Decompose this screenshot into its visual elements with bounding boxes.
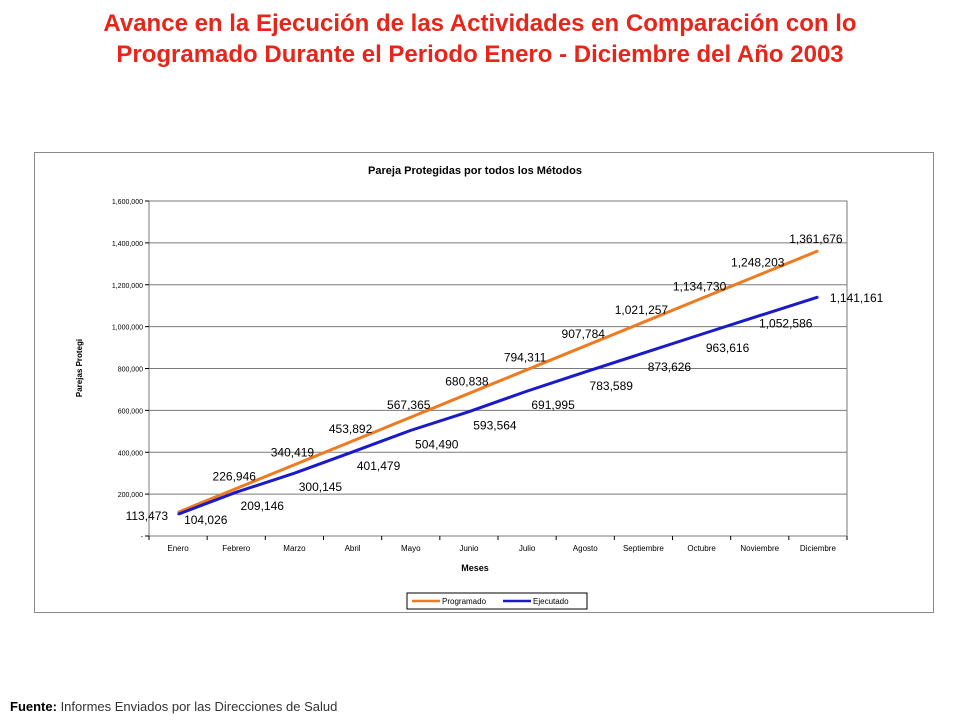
y-tick-label: 200,000	[118, 492, 143, 499]
data-label-ejecutado: 963,616	[706, 341, 750, 355]
legend-box	[406, 592, 588, 610]
data-label-programado: 453,892	[329, 422, 373, 436]
y-tick-label: 800,000	[118, 367, 143, 374]
legend-label-ejecutado: Ejecutado	[533, 597, 569, 606]
data-point-programado	[409, 416, 412, 419]
data-label-programado: 113,473	[126, 509, 169, 523]
data-point-ejecutado	[293, 472, 296, 474]
y-tick-label: 1,600,000	[112, 199, 143, 206]
x-tick-label: Julio	[519, 544, 536, 553]
x-tick-labels: Enero Febrero Marzo Abril Mayo Junio Julio Agos…	[167, 544, 836, 553]
data-label-ejecutado: 691,995	[531, 398, 575, 412]
data-label-ejecutado: 1,141,161	[830, 291, 884, 305]
data-point-programado	[700, 297, 703, 300]
data-point-programado	[468, 392, 470, 395]
y-tick-label: -	[141, 534, 144, 541]
data-label-programado: 340,419	[271, 446, 315, 460]
data-point-ejecutado	[351, 451, 354, 453]
source-label: Fuente:	[10, 699, 57, 714]
chart-frame: Pareja Protegidas por todos los Métodos …	[34, 152, 934, 613]
series-line-ejecutado	[177, 295, 819, 516]
data-point-programado	[526, 368, 528, 371]
series-lines	[177, 249, 819, 516]
line-chart: Pareja Protegidas por todos los Métodos …	[75, 165, 884, 610]
x-tick-label: Agosto	[573, 544, 598, 553]
data-label-ejecutado: 104,026	[184, 513, 228, 527]
grid-lines	[145, 200, 848, 540]
data-label-ejecutado: 593,564	[473, 419, 517, 433]
data-label-programado: 1,248,203	[731, 256, 785, 270]
x-tick-label: Enero	[167, 544, 189, 553]
data-label-programado: 226,946	[213, 469, 257, 483]
data-point-programado	[758, 273, 761, 276]
data-point-ejecutado	[409, 429, 412, 432]
y-axis-label: Parejas Protegi	[75, 339, 84, 397]
chart-title: Pareja Protegidas por todos los Métodos	[368, 165, 582, 177]
data-label-ejecutado: 504,490	[415, 437, 459, 451]
data-point-ejecutado	[642, 352, 645, 354]
data-label-ejecutado: 300,145	[299, 480, 343, 494]
y-tick-label: 1,400,000	[112, 241, 143, 248]
legend: Programado Ejecutado	[406, 592, 588, 610]
x-tick-label: Diciembre	[800, 544, 837, 553]
data-point-programado	[235, 487, 238, 490]
x-tick-label: Abril	[345, 544, 361, 553]
x-tick-label: Marzo	[283, 544, 306, 553]
x-tick-label: Febrero	[222, 544, 251, 553]
data-label-programado: 567,365	[387, 398, 431, 412]
data-point-ejecutado	[177, 513, 179, 516]
slide-title: Avance en la Ejecución de las Actividade…	[20, 8, 940, 70]
data-label-ejecutado: 209,146	[241, 499, 285, 513]
data-point-programado	[817, 250, 819, 252]
data-point-ejecutado	[468, 410, 470, 413]
y-tick-label: 600,000	[118, 408, 143, 415]
data-label-programado: 794,311	[504, 351, 547, 365]
data-point-ejecutado	[817, 296, 819, 298]
x-tick-label: Junio	[459, 544, 479, 553]
data-point-ejecutado	[235, 491, 238, 494]
data-label-programado: 1,361,676	[789, 232, 843, 246]
data-label-programado: 680,838	[445, 374, 489, 388]
slide-title-line2: Programado Durante el Periodo Enero - Di…	[116, 41, 844, 68]
y-tick-labels: - 200,000 400,000 600,000 800,000 1,000,000 1,…	[112, 199, 144, 541]
data-point-ejecutado	[584, 371, 587, 373]
source-text: Informes Enviados por las Direcciones de…	[56, 699, 338, 714]
data-label-programado: 907,784	[562, 327, 606, 341]
data-point-programado	[293, 463, 296, 466]
legend-label-programado: Programado	[442, 597, 487, 606]
x-tick-label: Octubre	[687, 544, 716, 553]
slide-title-line1: Avance en la Ejecución de las Actividade…	[103, 10, 857, 37]
data-point-ejecutado	[758, 314, 761, 317]
data-point-ejecutado	[526, 390, 528, 392]
data-label-programado: 1,134,730	[673, 279, 727, 293]
y-tick-label: 1,000,000	[112, 325, 143, 332]
x-tick-label: Noviembre	[740, 544, 779, 553]
x-axis-label: Meses	[461, 563, 489, 573]
data-point-ejecutado	[700, 333, 703, 336]
y-tick-label: 1,200,000	[112, 283, 143, 290]
data-label-ejecutado: 1,052,586	[759, 317, 813, 331]
data-point-programado	[642, 321, 645, 323]
y-tick-label: 400,000	[118, 450, 143, 457]
data-labels: 113,473 226,946 340,419 453,892 567,365 680,8…	[126, 232, 884, 527]
data-point-programado	[351, 440, 354, 442]
data-point-programado	[584, 345, 587, 347]
source-footer: Fuente: Informes Enviados por las Direcc…	[10, 699, 337, 714]
data-label-ejecutado: 783,589	[590, 379, 634, 393]
x-tick-label: Mayo	[401, 544, 421, 553]
data-label-ejecutado: 873,626	[648, 360, 692, 374]
x-tick-label: Septiembre	[623, 544, 664, 553]
data-label-ejecutado: 401,479	[357, 459, 401, 473]
series-line-programado	[177, 249, 819, 514]
data-label-programado: 1,021,257	[615, 303, 669, 317]
